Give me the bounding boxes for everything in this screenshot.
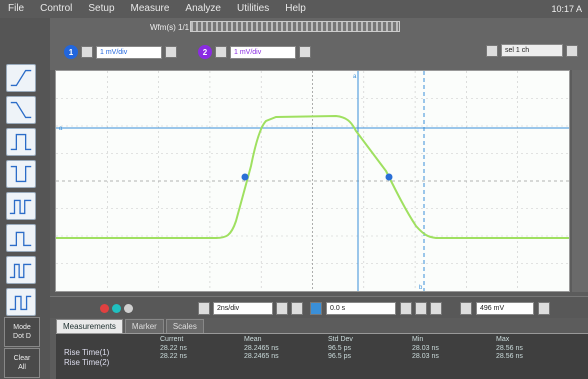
select-icon[interactable] — [486, 44, 498, 57]
menu-analyze[interactable]: Analyze — [185, 3, 221, 14]
clock: 10:17 A — [551, 4, 582, 14]
vertical-scrollbar[interactable] — [572, 70, 588, 292]
cell: 28.56 ns — [496, 353, 523, 360]
ch2-badge[interactable]: 2 — [198, 45, 212, 59]
cell: 96.5 ps — [328, 353, 351, 360]
waveform-trace — [56, 114, 569, 239]
col-header-current: Current — [160, 336, 184, 343]
duty-cycle-icon[interactable] — [6, 256, 36, 284]
menu-measure[interactable]: Measure — [130, 3, 170, 14]
tab-measurements[interactable]: Measurements — [56, 319, 123, 333]
cell: 28.22 ns — [160, 344, 187, 352]
ch1-menu-icon[interactable] — [165, 46, 177, 58]
col-stddev: Std Dev 96.5 ps 96.5 ps — [328, 336, 353, 362]
burst-width-icon[interactable] — [6, 288, 36, 316]
col-min: Min 28.03 ns 28.03 ns — [412, 336, 439, 362]
ch2-scale-field[interactable]: 1 mV/div — [230, 45, 296, 59]
select-stepper[interactable] — [566, 44, 578, 57]
channel-control-strip: Wfm(s) 1/1 1 1 mV/div 2 1 mV/div sel 1 c… — [50, 18, 588, 70]
cell: 96.5 ps — [328, 344, 351, 352]
col-header-stddev: Std Dev — [328, 336, 353, 343]
ch1-badge[interactable]: 1 — [64, 45, 78, 59]
negative-width-icon[interactable] — [6, 160, 36, 188]
fall-time-icon[interactable] — [6, 96, 36, 124]
position-right-button[interactable] — [415, 302, 427, 315]
tab-scales[interactable]: Scales — [165, 319, 204, 333]
menu-bar: File Control Setup Measure Analyze Utili… — [0, 0, 588, 18]
position-field[interactable]: 0.0 s — [326, 302, 396, 315]
amplitude-field[interactable]: 496 mV — [476, 302, 534, 315]
measurement-toolbar: Mode Dot D Clear All — [0, 18, 50, 379]
position-left-button[interactable] — [400, 302, 412, 315]
position-stepper[interactable] — [430, 302, 442, 315]
graticule-svg: a b a — [56, 71, 569, 291]
acq-status-red-icon — [100, 304, 109, 313]
col-mean: Mean 28.2465 ns 28.2465 ns — [244, 336, 279, 362]
svg-text:b: b — [419, 285, 423, 291]
select-field[interactable]: sel 1 ch — [501, 44, 563, 57]
right-select: sel 1 ch — [486, 44, 578, 57]
col-max: Max 28.56 ns 28.56 ns — [496, 336, 523, 362]
svg-text:a: a — [59, 126, 63, 132]
cell: 28.22 ns — [160, 353, 187, 360]
clear-all-button[interactable]: Clear All — [4, 348, 40, 378]
acq-status-gray-icon — [124, 304, 133, 313]
menu-file[interactable]: File — [8, 3, 25, 14]
positive-width-icon[interactable] — [6, 128, 36, 156]
col-header-mean: Mean — [244, 336, 262, 343]
ch1-control: 1 1 mV/div — [64, 44, 177, 60]
timebase-bar: 2ns/div 0.0 s 496 mV — [50, 296, 588, 318]
timebase-icon[interactable] — [198, 302, 210, 315]
ch2-control: 2 1 mV/div — [198, 44, 311, 60]
cell: 28.2465 ns — [244, 353, 279, 360]
record-view-bar[interactable] — [190, 21, 400, 32]
frequency-icon[interactable] — [6, 224, 36, 252]
row-label-2: Rise Time(2) — [64, 358, 110, 367]
ch2-setup-icon[interactable] — [215, 46, 227, 58]
cell: 28.2465 ns — [244, 344, 279, 352]
cell: 28.03 ns — [412, 353, 439, 360]
trigger-marker-icon[interactable] — [310, 302, 322, 315]
menu-utilities[interactable]: Utilities — [237, 3, 270, 14]
mode-button[interactable]: Mode Dot D — [4, 317, 40, 347]
menu-control[interactable]: Control — [40, 3, 73, 14]
timescale-up-button[interactable] — [291, 302, 303, 315]
cell: 28.56 ns — [496, 344, 523, 352]
tab-marker[interactable]: Marker — [124, 319, 164, 333]
acq-status-cyan-icon — [112, 304, 121, 313]
ampl-icon[interactable] — [460, 302, 472, 315]
rise-time-icon[interactable] — [6, 64, 36, 92]
row-label-1: Rise Time(1) — [64, 348, 110, 357]
col-current: Current 28.22 ns 28.22 ns — [160, 336, 187, 362]
timescale-down-button[interactable] — [276, 302, 288, 315]
ch1-setup-icon[interactable] — [81, 46, 93, 58]
ch1-scale-field[interactable]: 1 mV/div — [96, 45, 162, 59]
waveform-count-label: Wfm(s) 1/1 — [150, 23, 190, 32]
timescale-field[interactable]: 2ns/div — [213, 302, 273, 315]
menu-help[interactable]: Help — [285, 3, 306, 14]
bottom-tabs: Measurements Marker Scales — [56, 319, 204, 333]
svg-text:a: a — [353, 74, 357, 80]
col-header-max: Max — [496, 336, 510, 343]
measure-point-1 — [241, 173, 249, 181]
period-icon[interactable] — [6, 192, 36, 220]
menu-setup[interactable]: Setup — [88, 3, 115, 14]
ch2-menu-icon[interactable] — [299, 46, 311, 58]
cell: 28.03 ns — [412, 344, 439, 352]
col-header-min: Min — [412, 336, 424, 343]
measurements-panel: Rise Time(1) Rise Time(2) Current 28.22 … — [56, 333, 588, 379]
amplitude-stepper[interactable] — [538, 302, 550, 315]
waveform-graticule[interactable]: a b a — [55, 70, 570, 292]
measure-point-2 — [385, 173, 393, 181]
